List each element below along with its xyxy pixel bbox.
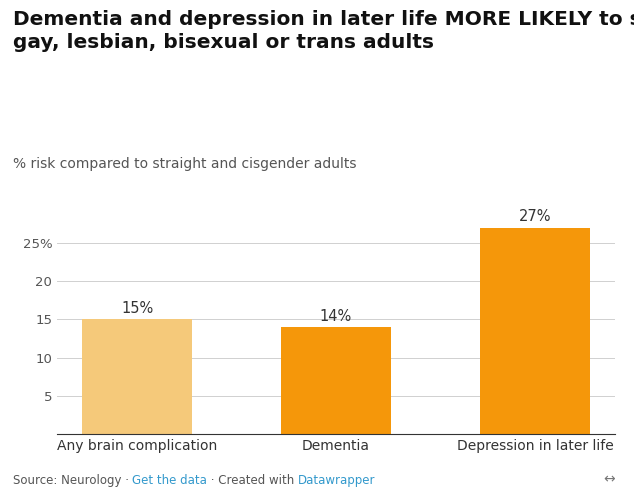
Bar (281, 327, 391, 434)
Bar (480, 228, 590, 434)
Text: Get the data: Get the data (133, 474, 207, 487)
Text: 27%: 27% (519, 210, 551, 225)
Text: Datawrapper: Datawrapper (299, 474, 376, 487)
Text: Source: Neurology ·: Source: Neurology · (13, 474, 133, 487)
Text: ↔: ↔ (604, 473, 615, 487)
Text: % risk compared to straight and cisgender adults: % risk compared to straight and cisgende… (13, 157, 356, 171)
Text: · Created with: · Created with (207, 474, 299, 487)
Text: Dementia and depression in later life MORE LIKELY to strike
gay, lesbian, bisexu: Dementia and depression in later life MO… (13, 10, 634, 52)
Text: 14%: 14% (320, 309, 352, 324)
Text: 15%: 15% (121, 301, 153, 316)
Bar (82, 319, 192, 434)
